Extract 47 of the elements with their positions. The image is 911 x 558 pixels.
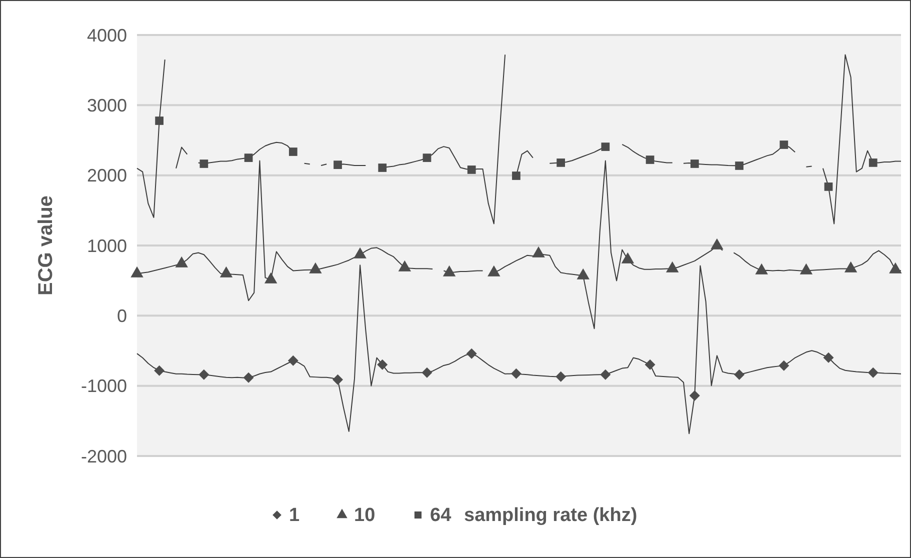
line-series xyxy=(136,264,902,434)
y-tick-label: 1000 xyxy=(86,236,127,256)
point xyxy=(154,365,165,376)
legend-label: 1 xyxy=(289,505,300,526)
point xyxy=(377,359,388,370)
legend-label: 64 xyxy=(430,505,452,526)
point xyxy=(334,160,342,169)
point xyxy=(378,164,387,172)
y-tick-label: 3000 xyxy=(86,95,127,116)
point xyxy=(244,154,253,162)
legend-title: sampling rate (khz) xyxy=(464,505,638,526)
point xyxy=(689,390,700,401)
point xyxy=(690,160,699,168)
y-tick-label: 0 xyxy=(116,306,127,326)
point xyxy=(824,182,833,191)
point xyxy=(646,156,654,164)
point xyxy=(644,359,656,370)
point xyxy=(556,371,566,382)
y-tick-label: -1000 xyxy=(80,376,127,396)
point xyxy=(734,369,745,380)
point xyxy=(510,368,522,379)
point xyxy=(288,148,298,156)
point xyxy=(778,360,790,371)
point xyxy=(556,158,566,167)
point xyxy=(823,352,834,363)
y-tick-label: -2000 xyxy=(80,446,127,466)
point xyxy=(200,160,208,168)
point xyxy=(868,158,878,167)
point xyxy=(243,372,254,383)
point xyxy=(735,162,744,170)
legend-label: 10 xyxy=(354,505,376,526)
point xyxy=(155,116,164,125)
point xyxy=(422,154,432,162)
point xyxy=(601,142,610,151)
point xyxy=(288,355,298,366)
point xyxy=(198,369,210,380)
point xyxy=(868,367,878,378)
y-tick-label: 2000 xyxy=(86,166,127,186)
y-tick-label: 4000 xyxy=(86,25,127,46)
point xyxy=(422,367,432,378)
point xyxy=(600,369,611,380)
point xyxy=(780,140,788,149)
point xyxy=(512,172,520,180)
point xyxy=(466,348,477,359)
point xyxy=(467,166,476,174)
y-axis-title: ECG value xyxy=(35,195,57,296)
point xyxy=(332,374,343,385)
